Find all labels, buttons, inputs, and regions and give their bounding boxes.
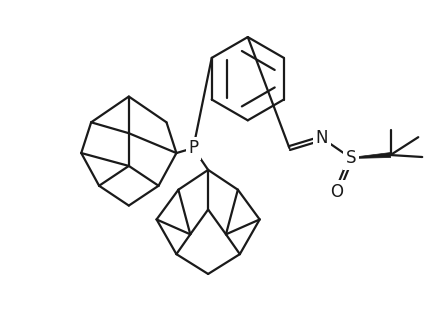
- Text: P: P: [188, 139, 198, 157]
- Text: S: S: [345, 149, 356, 167]
- Polygon shape: [351, 153, 391, 159]
- Text: N: N: [316, 129, 329, 147]
- Text: O: O: [330, 183, 344, 201]
